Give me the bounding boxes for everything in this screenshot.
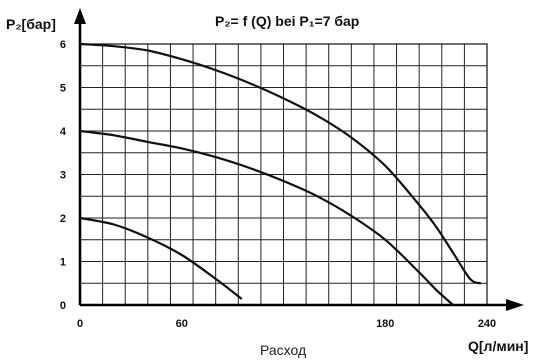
x-axis-label: Q[л/мин]	[468, 338, 528, 354]
y-tick-label: 1	[60, 257, 66, 269]
y-tick-label: 3	[60, 170, 66, 182]
y-tick-label: 6	[60, 39, 66, 51]
y-axis-arrow-icon	[74, 8, 86, 24]
grid	[79, 43, 488, 306]
chart-title: P₂= f (Q) bei P₁=7 бар	[215, 13, 359, 29]
x-axis-caption: Расход	[260, 342, 306, 358]
y-tick-label: 0	[60, 300, 66, 312]
axes	[74, 8, 524, 311]
series-line-2	[78, 129, 455, 307]
series-line-3	[78, 216, 243, 300]
y-tick-label: 5	[60, 83, 66, 95]
x-tick-label: 180	[376, 318, 394, 330]
y-tick-label: 2	[60, 213, 66, 225]
curves	[78, 42, 482, 307]
y-tick-label: 4	[60, 126, 67, 138]
y-axis-label: P₂[бар]	[6, 16, 56, 32]
series-line-1	[78, 42, 482, 285]
x-axis-arrow-icon	[506, 299, 524, 311]
x-tick-label: 0	[77, 318, 83, 330]
x-tick-label: 240	[478, 318, 496, 330]
x-tick-label: 60	[176, 318, 188, 330]
